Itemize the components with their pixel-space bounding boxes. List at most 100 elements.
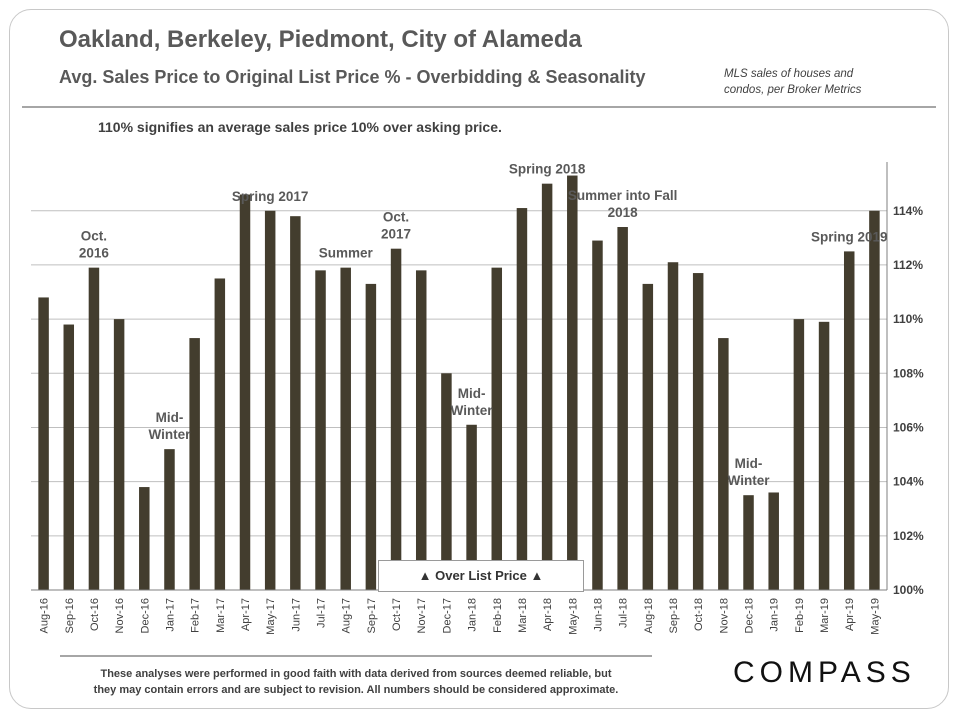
y-tick-label: 112% [893,258,923,272]
x-tick-label: Jul-17 [316,598,328,628]
x-tick-label: Mar-18 [517,598,529,633]
bar-Jul-18 [617,227,628,590]
x-tick-label: May-18 [567,598,579,635]
annotation: Mid-Winter [149,410,192,442]
x-tick-label: Feb-18 [492,598,504,633]
x-tick-label: Mar-17 [215,598,227,633]
source-line-1: MLS sales of houses and [724,68,854,80]
bar-Dec-17 [441,373,452,590]
bar-May-18 [567,175,578,590]
bar-Sep-17 [365,283,377,590]
x-tick-label: Nov-18 [718,598,730,633]
x-tick-label: Aug-18 [643,598,655,633]
x-tick-label: Mar-19 [819,598,831,633]
bar-Jan-19 [768,492,779,590]
chart-subtitle: Avg. Sales Price to Original List Price … [59,67,646,87]
footer-divider [60,655,652,657]
annotation: Oct. 2016 [79,229,110,261]
x-tick-label: Sep-16 [64,598,76,633]
bar-Jun-17 [290,216,301,590]
explanatory-note: 110% signifies an average sales price 10… [98,119,502,135]
x-tick-label: Aug-17 [341,598,353,633]
bar-Nov-17 [415,270,427,590]
x-tick-label: Jul-18 [618,598,630,628]
bar-Apr-17 [239,194,251,590]
source-note: MLS sales of houses and condos, per Brok… [724,66,924,98]
x-tick-label: Apr-19 [844,598,856,631]
bar-Jan-17 [164,449,175,590]
bar-Jun-18 [592,240,603,591]
annotation: Summer into Fall 2018 [568,188,678,220]
x-tick-label: May-19 [869,598,881,635]
x-tick-label: Sep-17 [366,598,378,633]
bar-May-17 [264,210,276,590]
y-tick-label: 106% [893,420,924,434]
annotation: Spring 2019 [811,229,888,244]
bar-May-19 [869,210,880,590]
annotation: Oct. 2017 [381,210,411,242]
bar-Mar-18 [516,208,528,590]
bar-Aug-18 [642,283,654,590]
x-tick-label: Apr-18 [542,598,554,631]
x-tick-label: Sep-18 [668,598,680,633]
x-tick-label: Feb-17 [190,598,202,633]
source-line-2: condos, per Broker Metrics [724,84,862,96]
x-tick-label: Jan-19 [769,598,781,632]
header-divider [22,106,936,108]
bar-Feb-18 [491,267,503,590]
bar-Dec-16 [139,487,150,590]
bar-Feb-17 [189,338,200,590]
x-tick-label: Jan-17 [164,598,176,632]
x-tick-label: May-17 [265,598,277,635]
chart-title: Oakland, Berkeley, Piedmont, City of Ala… [59,26,582,53]
bar-Dec-18 [743,495,754,590]
x-tick-label: Aug-16 [39,598,51,633]
bar-Feb-19 [793,319,805,590]
bars [38,175,880,591]
y-tick-label: 114% [893,204,923,218]
over-list-price-label: ▲ Over List Price ▲ [378,560,584,592]
slide-frame [9,9,949,709]
annotations: Oct. 2016 Mid-Winter Spring 2017 Summer Oct. 2… [79,162,888,489]
disclaimer: These analyses were performed in good fa… [60,666,652,698]
x-tick-label: Oct-16 [89,598,101,631]
x-tick-label: Feb-19 [794,598,806,633]
x-tick-label: Jun-17 [290,598,302,632]
bar-Nov-18 [718,338,729,590]
bar-Jan-18 [466,424,477,590]
compass-logo: COMPASS [733,656,916,689]
bar-Sep-16 [63,324,75,590]
x-tick-label: Dec-18 [744,598,756,633]
y-tick-label: 110% [893,312,923,326]
disclaimer-line-1: These analyses were performed in good fa… [100,668,612,680]
x-tick-label: Oct-17 [391,598,403,631]
x-tick-labels: Aug-16 Sep-16 Oct-16 Nov-16 Dec-16 Jan-17 Feb-… [39,598,882,635]
annotation: Spring 2018 [509,162,586,177]
annotation: Mid-Winter [451,386,494,418]
annotation: Summer [319,246,374,261]
bar-Oct-17 [390,248,402,591]
y-tick-label: 102% [893,529,924,543]
bar-Mar-17 [214,278,226,590]
x-tick-label: Oct-18 [693,598,705,631]
y-tick-label: 104% [893,475,924,489]
bar-Aug-16 [38,297,49,590]
x-tick-label: Dec-17 [441,598,453,633]
bar-Jul-17 [315,270,326,590]
x-tick-label: Nov-16 [114,598,126,633]
x-tick-label: Dec-16 [139,598,151,633]
bar-Nov-16 [113,319,125,590]
disclaimer-line-2: they may contain errors and are subject … [93,684,619,696]
annotation: Mid-Winter [728,456,771,488]
x-tick-label: Jan-18 [467,598,479,632]
bar-Oct-18 [692,273,704,590]
x-tick-label: Apr-17 [240,598,252,631]
bar-Apr-18 [541,183,553,590]
bar-Apr-19 [843,251,855,591]
y-tick-labels: 100% 102% 104% 106% 108% 110% 112% 114% [893,204,924,597]
bar-Oct-16 [88,267,100,590]
bar-Aug-17 [340,267,351,590]
bar-Sep-18 [667,262,679,590]
axes [31,162,888,591]
